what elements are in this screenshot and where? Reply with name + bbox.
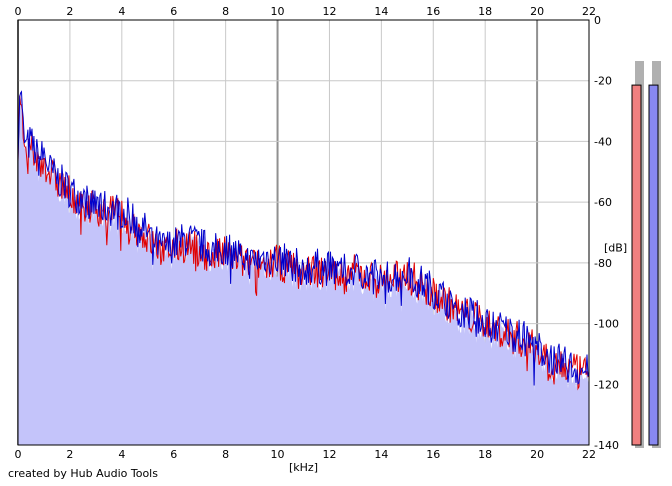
y-tick-label: -140 [594, 439, 619, 452]
x-tick-label-top: 14 [374, 5, 388, 18]
x-tick-label-top: 2 [66, 5, 73, 18]
x-ticks-bottom: 0 2 4 6 8 10 12 14 16 18 20 22 [15, 448, 597, 461]
x-axis-label: [kHz] [289, 461, 318, 474]
x-tick-label: 4 [118, 448, 125, 461]
x-tick-label: 22 [582, 448, 596, 461]
meter-right [648, 84, 659, 446]
x-tick-label-top: 12 [322, 5, 336, 18]
meter-left [631, 84, 642, 446]
x-tick-label-top: 22 [582, 5, 596, 18]
x-tick-label: 6 [170, 448, 177, 461]
x-tick-label: 14 [374, 448, 388, 461]
y-tick-label: -60 [594, 196, 612, 209]
x-tick-label-top: 0 [15, 5, 22, 18]
y-tick-label: -20 [594, 75, 612, 88]
y-axis-label: [dB] [604, 242, 627, 255]
x-ticks-top: 0 2 4 6 8 10 12 14 16 18 20 22 [15, 5, 597, 18]
x-tick-label-top: 10 [271, 5, 285, 18]
spectrum-lines [17, 90, 590, 391]
y-tick-label: -80 [594, 257, 612, 270]
x-tick-label-top: 8 [222, 5, 229, 18]
x-tick-label: 18 [478, 448, 492, 461]
spectrum-fill [18, 97, 589, 445]
x-tick-label-top: 6 [170, 5, 177, 18]
x-tick-label: 10 [271, 448, 285, 461]
x-tick-label: 12 [322, 448, 336, 461]
y-tick-label: -40 [594, 135, 612, 148]
y-tick-label: -120 [594, 378, 619, 391]
series-blue-line [17, 90, 590, 386]
x-tick-label-top: 16 [426, 5, 440, 18]
x-tick-label: 8 [222, 448, 229, 461]
x-tick-label-top: 4 [118, 5, 125, 18]
x-tick-label-top: 18 [478, 5, 492, 18]
x-tick-label: 2 [66, 448, 73, 461]
y-tick-label: -100 [594, 318, 619, 331]
level-meters [631, 61, 661, 448]
credit-text: created by Hub Audio Tools [8, 467, 158, 480]
plot-frame [17, 19, 590, 446]
y-tick-label: 0 [594, 14, 601, 27]
x-tick-label-top: 20 [530, 5, 544, 18]
x-tick-label: 0 [15, 448, 22, 461]
y-ticks: 0 -20 -40 -60 -80 -100 -120 -140 [594, 14, 619, 452]
x-tick-label: 16 [426, 448, 440, 461]
x-tick-label: 20 [530, 448, 544, 461]
